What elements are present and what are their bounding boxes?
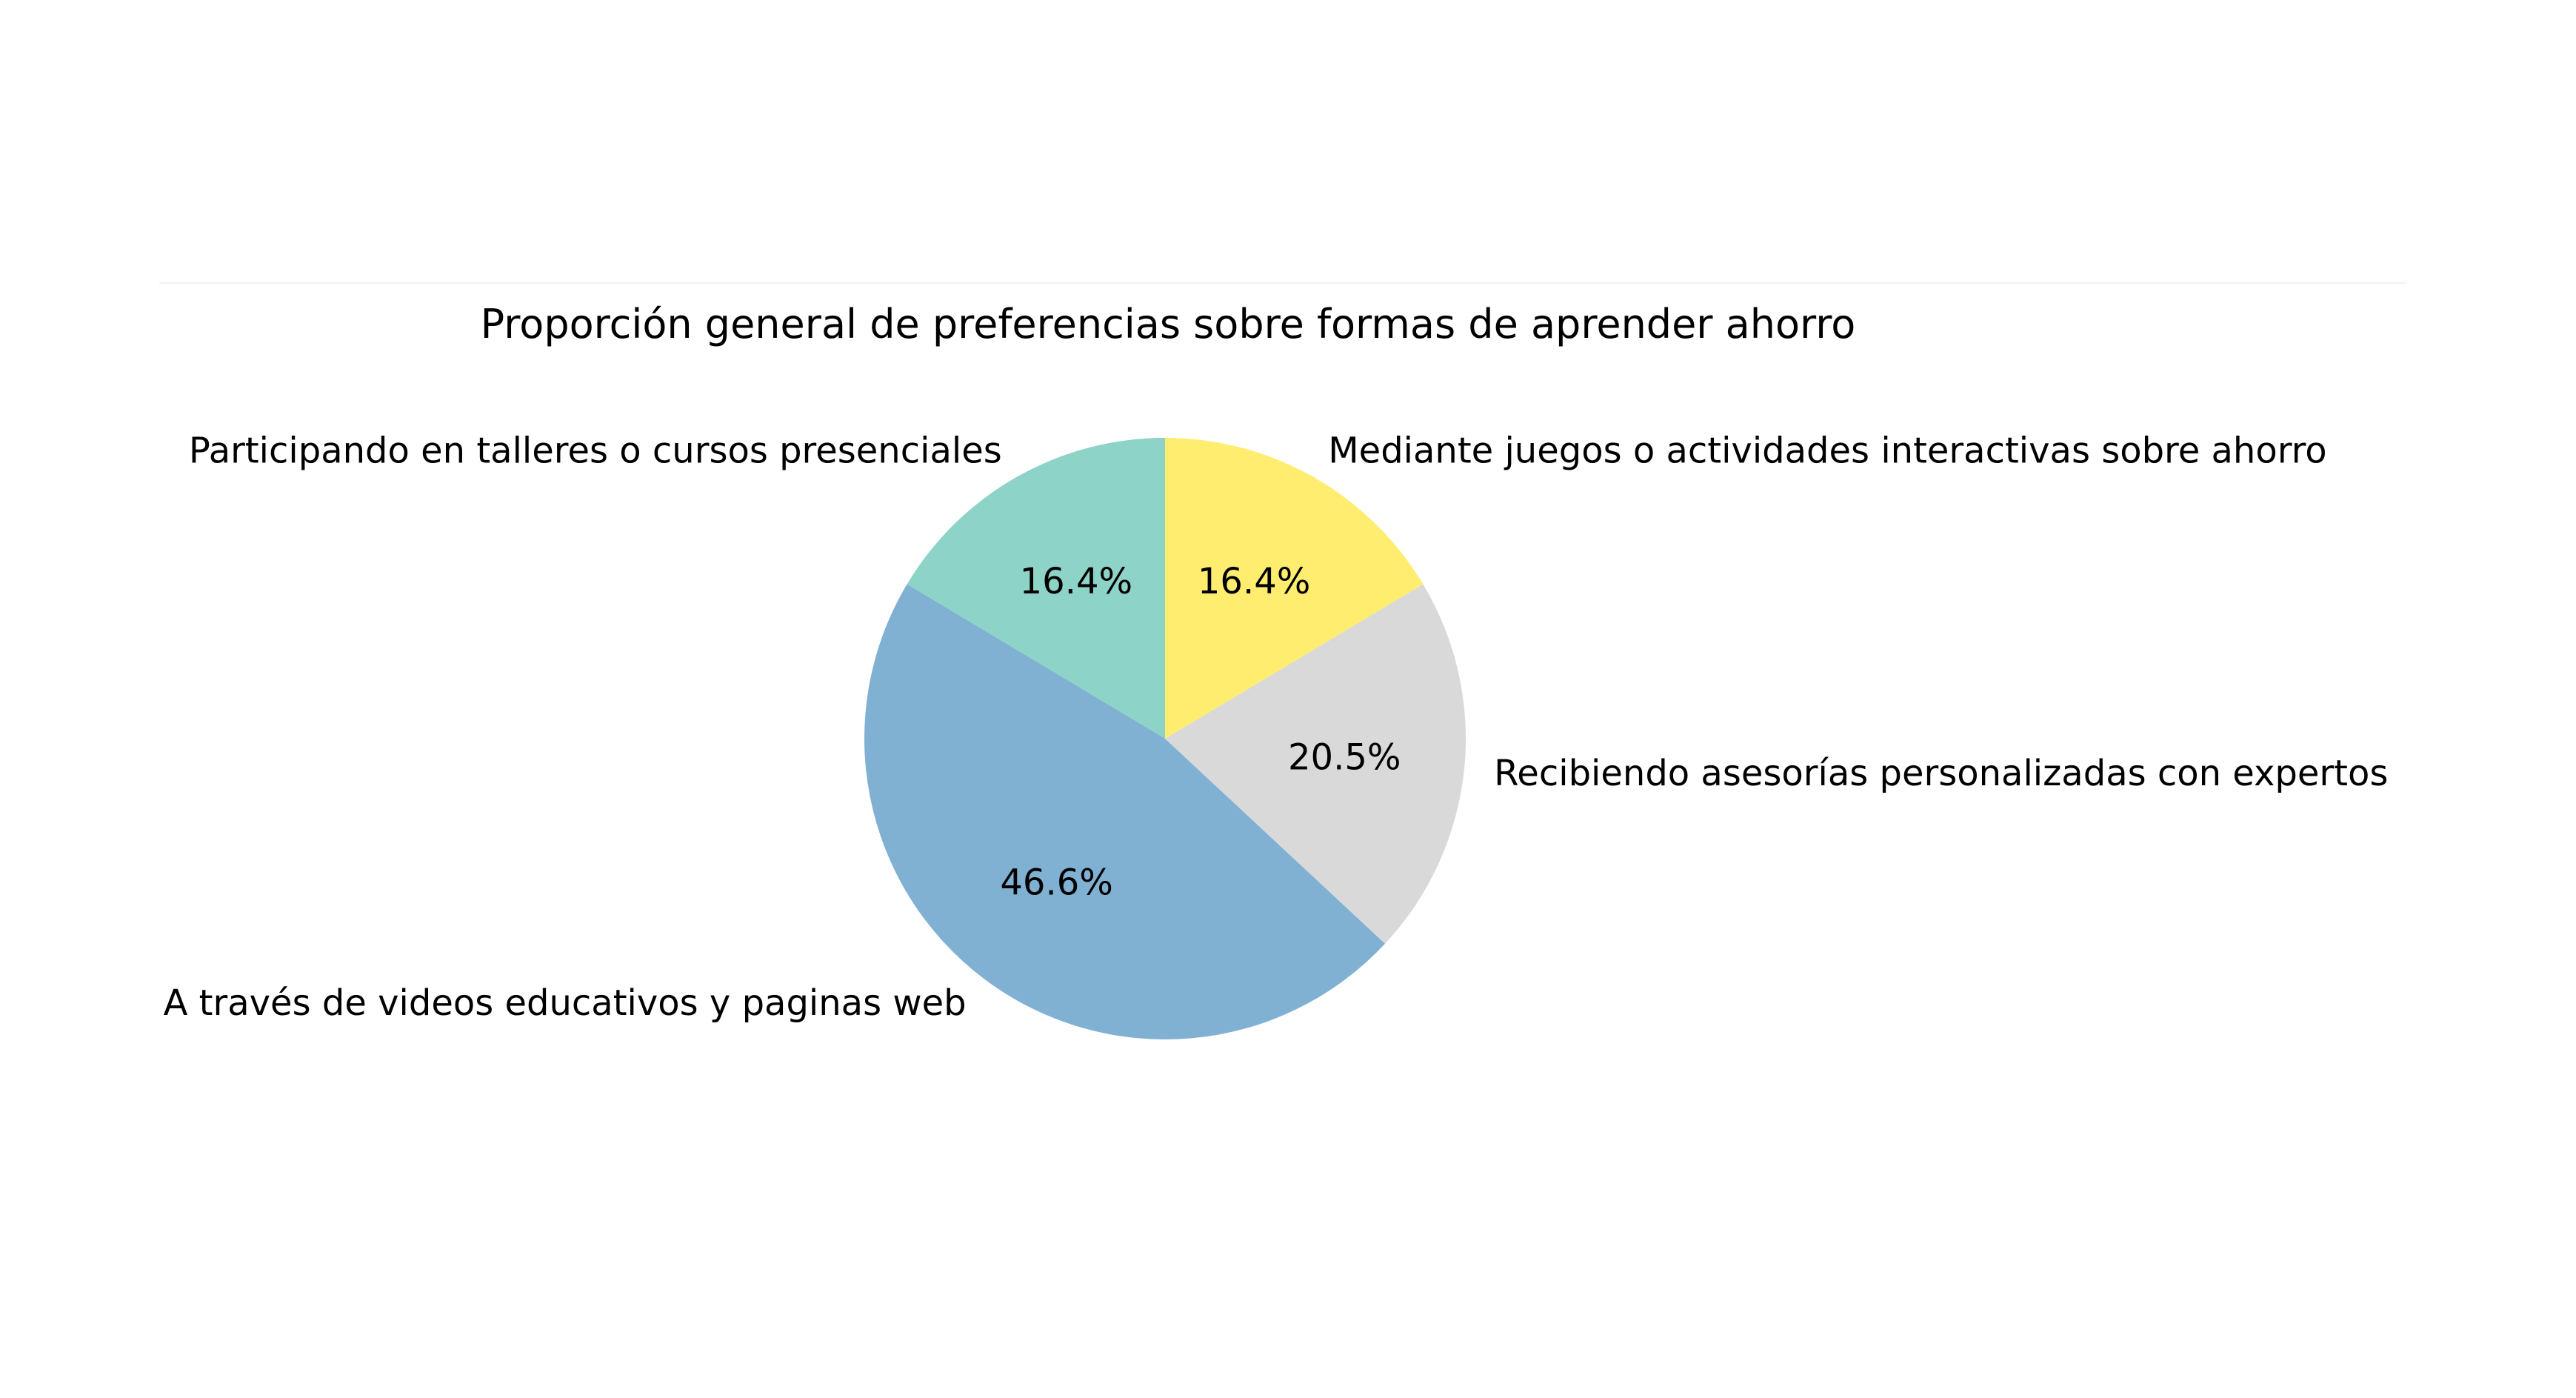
pie-pct-label-4: 16.4%	[1198, 561, 1310, 602]
pie-pct-label-2: 46.6%	[1000, 862, 1112, 904]
chart-title: Proporción general de preferencias sobre…	[481, 301, 1856, 347]
pie-slices	[864, 438, 1466, 1040]
pie-slice-4	[1165, 438, 1424, 739]
chart-top-divider	[159, 282, 2407, 284]
pie-category-label-1: Participando en talleres o cursos presen…	[189, 430, 1002, 471]
pie-slice-3	[1165, 584, 1466, 944]
pie-category-label-2: A través de videos educativos y paginas …	[164, 982, 967, 1024]
pie-slice-2	[864, 584, 1386, 1040]
pie-slice-1	[907, 438, 1165, 739]
pie-category-labels: Participando en talleres o cursos presen…	[164, 430, 2389, 1023]
pie-category-label-3: Recibiendo asesorías personalizadas con …	[1494, 753, 2388, 794]
pie-pct-label-3: 20.5%	[1288, 737, 1401, 779]
pie-pct-label-1: 16.4%	[1020, 561, 1132, 602]
pie-category-label-4: Mediante juegos o actividades interactiv…	[1328, 430, 2326, 471]
pie-percentage-labels: 16.4% 46.6% 20.5% 16.4%	[1000, 561, 1401, 904]
